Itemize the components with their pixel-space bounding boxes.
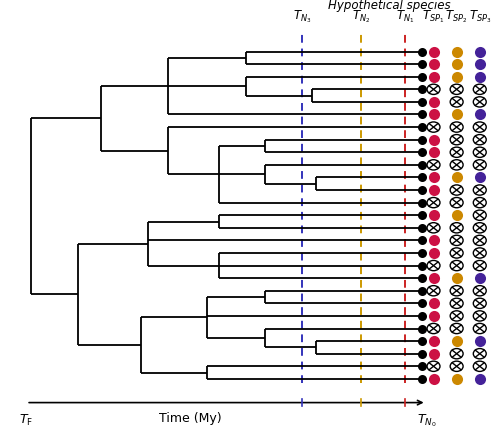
Text: $T_{SP_3}$: $T_{SP_3}$ [468,9,491,25]
Text: $T_{N_1}$: $T_{N_1}$ [396,9,414,25]
Text: $T_{N_3}$: $T_{N_3}$ [293,9,312,25]
Text: $T_{SP_2}$: $T_{SP_2}$ [446,9,468,25]
Text: Time (My): Time (My) [159,413,222,426]
Text: $T_{SP_1}$: $T_{SP_1}$ [422,9,445,25]
Text: $T_\mathrm{F}$: $T_\mathrm{F}$ [19,413,34,428]
Text: Hypothetical species: Hypothetical species [328,0,450,12]
Text: $T_{N_2}$: $T_{N_2}$ [352,9,370,25]
Text: $T_{N_0}$: $T_{N_0}$ [416,413,436,429]
